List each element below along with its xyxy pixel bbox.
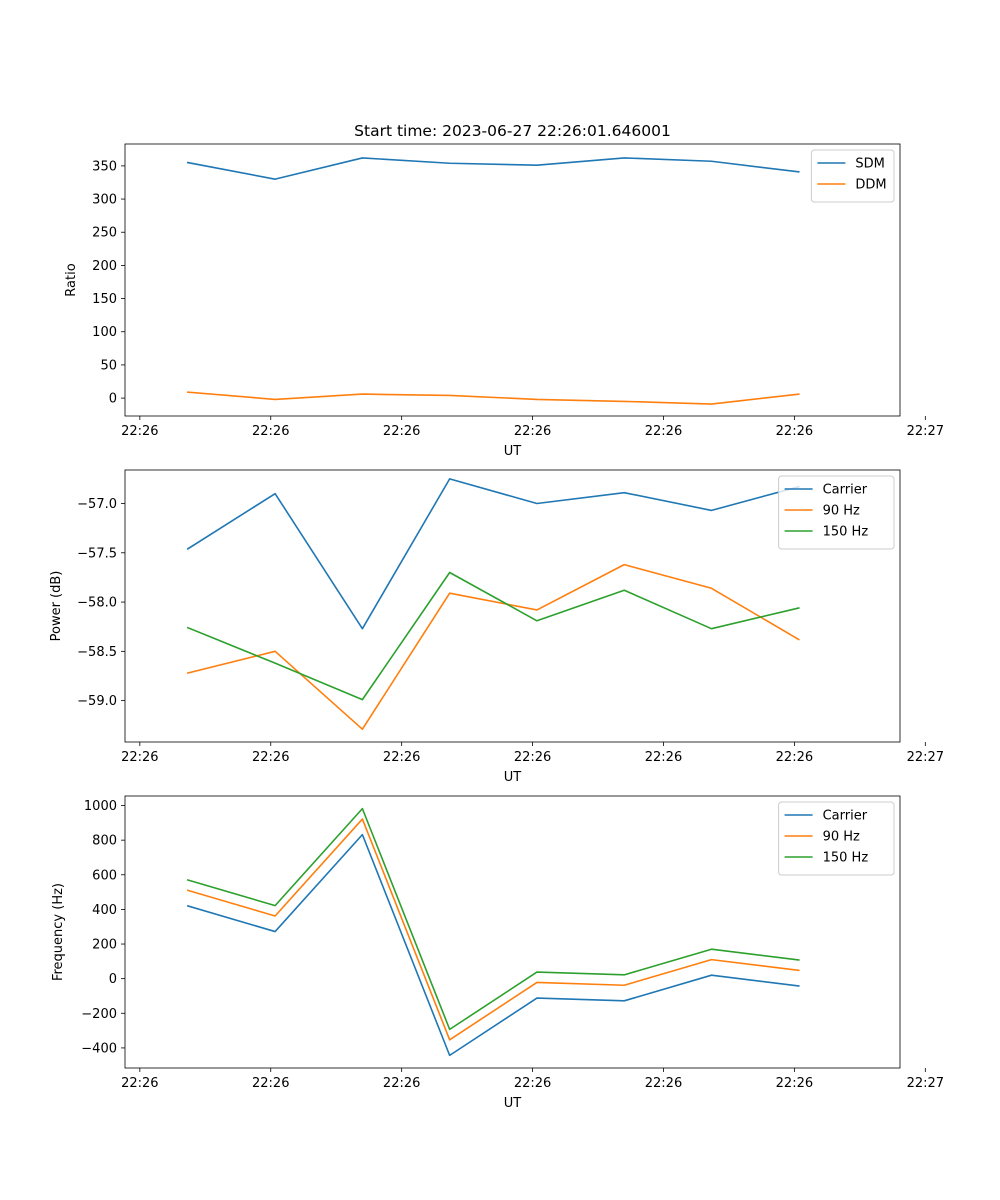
subplot-1: 22:26 22:26 22:26 22:26 22:26 22:26 22:27 0 50 10…: [64, 143, 944, 459]
legend-label: SDM: [855, 157, 884, 172]
x-tick-label: 22:26: [383, 750, 420, 765]
y-tick-label: −58.0: [77, 596, 117, 611]
series-line-sdm: [186, 157, 800, 180]
subplot-2: 22:26 22:26 22:26 22:26 22:26 22:26 22:27 −59.0…: [49, 469, 944, 785]
y-tick-label: −58.5: [77, 645, 117, 660]
legend-label: DDM: [855, 178, 886, 193]
y-tick-label: 50: [100, 358, 117, 373]
x-tick-label: 22:26: [121, 424, 158, 439]
axes-frame: [124, 795, 901, 1069]
y-tick-label: −200: [81, 1007, 117, 1022]
axes-frame: [124, 143, 901, 417]
subplots: 22:26 22:26 22:26 22:26 22:26 22:26 22:27 0 50 10…: [49, 143, 944, 1111]
legend: Carrier 90 Hz 150 Hz: [778, 475, 895, 550]
legend-label: Carrier: [823, 809, 868, 824]
x-tick-label: 22:26: [383, 1076, 420, 1091]
x-axis-label: UT: [504, 1096, 522, 1111]
y-tick-label: 250: [92, 226, 117, 241]
series-line-150-hz: [186, 807, 800, 1031]
x-tick-label: 22:26: [776, 1076, 813, 1091]
x-tick-label: 22:27: [907, 750, 944, 765]
figure-title: Start time: 2023-06-27 22:26:01.646001: [354, 122, 671, 140]
y-tick-label: −57.5: [77, 546, 117, 561]
x-tick-label: 22:26: [645, 1076, 682, 1091]
y-tick-label: 200: [92, 938, 117, 953]
y-tick-label: 1000: [84, 799, 117, 814]
x-axis-label: UT: [504, 444, 522, 459]
y-axis-label: Power (dB): [49, 571, 64, 642]
series-line-150-hz: [186, 571, 800, 701]
series-line-carrier: [186, 833, 800, 1057]
legend-label: 150 Hz: [823, 525, 869, 540]
x-tick-label: 22:26: [776, 424, 813, 439]
x-tick-label: 22:26: [383, 424, 420, 439]
x-tick-label: 22:26: [514, 750, 551, 765]
x-axis-label: UT: [504, 770, 522, 785]
x-tick-label: 22:26: [121, 750, 158, 765]
legend-label: 90 Hz: [823, 830, 860, 845]
x-tick-label: 22:27: [907, 424, 944, 439]
y-tick-label: 350: [92, 159, 117, 174]
x-tick-label: 22:26: [645, 424, 682, 439]
y-tick-label: 0: [109, 392, 117, 407]
series-line-ddm: [186, 391, 800, 405]
y-axis-label: Frequency (Hz): [51, 883, 66, 981]
series-line-90-hz: [186, 563, 800, 730]
y-tick-label: 200: [92, 259, 117, 274]
y-tick-label: 0: [109, 972, 117, 987]
x-tick-label: 22:26: [514, 424, 551, 439]
y-axis-label: Ratio: [64, 263, 79, 296]
y-tick-label: −59.0: [77, 694, 117, 709]
x-tick-label: 22:26: [252, 750, 289, 765]
x-tick-label: 22:26: [252, 424, 289, 439]
x-tick-label: 22:26: [514, 1076, 551, 1091]
axes-frame: [124, 469, 901, 743]
subplot-3: 22:26 22:26 22:26 22:26 22:26 22:26 22:27 −400 −…: [51, 795, 944, 1111]
x-tick-label: 22:27: [907, 1076, 944, 1091]
legend: Carrier 90 Hz 150 Hz: [778, 801, 895, 876]
y-tick-label: −400: [81, 1041, 117, 1056]
y-tick-label: 400: [92, 903, 117, 918]
y-tick-label: 600: [92, 868, 117, 883]
y-tick-label: 800: [92, 834, 117, 849]
y-tick-label: 100: [92, 325, 117, 340]
y-tick-label: 300: [92, 193, 117, 208]
legend-label: 150 Hz: [823, 851, 869, 866]
legend: SDM DDM: [810, 149, 895, 203]
x-tick-label: 22:26: [121, 1076, 158, 1091]
y-tick-label: −57.0: [77, 497, 117, 512]
x-tick-label: 22:26: [252, 1076, 289, 1091]
x-tick-label: 22:26: [776, 750, 813, 765]
x-tick-label: 22:26: [645, 750, 682, 765]
series-line-carrier: [186, 478, 800, 630]
legend-label: 90 Hz: [823, 504, 860, 519]
y-tick-label: 150: [92, 292, 117, 307]
legend-label: Carrier: [823, 483, 868, 498]
series-line-90-hz: [186, 818, 800, 1041]
